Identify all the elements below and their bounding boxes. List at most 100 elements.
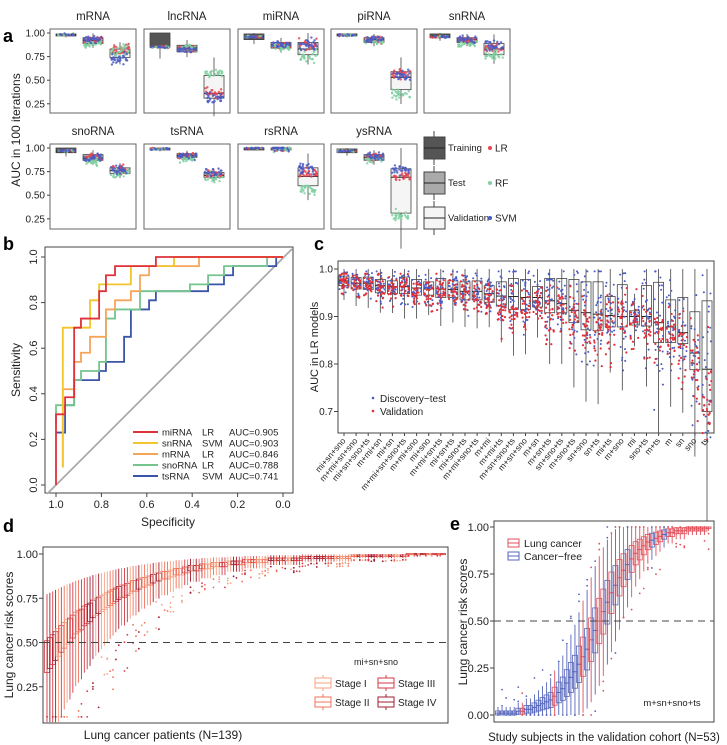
d-outlier <box>335 563 338 566</box>
c-point-validation <box>581 334 584 337</box>
a-point-SVM <box>122 63 125 66</box>
c-point-validation <box>671 333 674 336</box>
a-facet-title: snRNA <box>449 11 486 23</box>
c-point-validation <box>513 308 517 311</box>
c-point-validation <box>525 316 528 319</box>
a-point-RF <box>216 73 220 76</box>
c-point-validation <box>666 352 669 356</box>
e-outlier <box>687 526 690 528</box>
c-point-validation <box>545 338 548 341</box>
d-outlier <box>203 583 206 586</box>
a-point-SVM <box>110 165 113 169</box>
c-point-discovery-test <box>447 284 450 287</box>
c-point-validation <box>669 325 672 328</box>
d-outlier <box>290 568 292 571</box>
c-point-validation <box>341 285 344 288</box>
a-point-SVM <box>470 39 474 42</box>
a-point-LR <box>315 173 319 177</box>
e-outlier <box>675 542 678 545</box>
c-legend-dot-discovery-test <box>371 396 375 400</box>
c-point-validation <box>509 311 512 314</box>
c-point-discovery-test <box>402 297 405 300</box>
c-point-validation <box>415 297 419 300</box>
d-outlier <box>269 565 272 568</box>
a-point-SVM <box>213 100 216 103</box>
a-point-SVM <box>377 39 380 42</box>
a-point-LR <box>305 174 308 177</box>
a-point-SVM <box>123 50 126 54</box>
e-outlier <box>699 526 702 528</box>
c-point-validation <box>691 349 694 352</box>
c-point-discovery-test <box>692 376 695 379</box>
c-point-validation <box>569 285 572 288</box>
a-point-SVM <box>344 34 347 37</box>
c-point-validation <box>695 351 698 354</box>
c-point-discovery-test <box>344 291 347 294</box>
c-point-discovery-test <box>488 304 491 307</box>
c-point-validation <box>694 379 697 382</box>
d-outlier <box>189 586 192 589</box>
c-point-validation <box>684 368 687 372</box>
c-point-validation <box>367 285 371 288</box>
d-outlier <box>86 690 89 693</box>
a-point-RF <box>492 50 495 53</box>
c-point-validation <box>378 280 381 284</box>
c-point-discovery-test <box>411 306 414 309</box>
a-point-SVM <box>100 36 103 39</box>
c-point-validation <box>513 317 516 320</box>
d-outlier <box>106 657 109 660</box>
c-point-validation <box>540 309 543 312</box>
c-point-validation <box>448 294 451 297</box>
d-outlier <box>198 591 201 594</box>
c-point-validation <box>392 305 395 308</box>
c-point-validation <box>473 307 476 310</box>
c-point-validation <box>394 297 397 300</box>
a-point-RF <box>221 176 224 179</box>
a-point-SVM <box>165 46 169 49</box>
c-point-validation <box>557 294 560 297</box>
e-outlier <box>541 714 544 716</box>
c-point-discovery-test <box>584 299 587 302</box>
c-point-validation <box>431 303 434 306</box>
a-point-LR <box>206 86 209 89</box>
c-point-discovery-test <box>610 309 613 312</box>
c-point-discovery-test <box>508 270 511 273</box>
c-point-validation <box>428 284 431 288</box>
c-point-validation <box>404 289 407 292</box>
c-point-validation <box>570 310 573 314</box>
c-point-validation <box>576 320 579 323</box>
c-point-validation <box>551 314 554 317</box>
a-point-LR <box>219 88 223 91</box>
c-point-validation <box>678 316 681 320</box>
c-point-validation <box>708 422 711 426</box>
a-point-RF <box>83 43 86 47</box>
a-point-SVM <box>443 36 447 39</box>
c-point-discovery-test <box>382 282 385 285</box>
a-point-SVM <box>340 150 343 153</box>
a-point-RF <box>57 34 60 37</box>
c-point-validation <box>573 318 576 321</box>
a-point-RF <box>116 46 119 49</box>
c-point-validation <box>670 312 673 316</box>
a-point-SVM <box>68 148 71 151</box>
a-point-RF <box>397 213 401 216</box>
c-point-validation <box>618 310 621 313</box>
c-point-discovery-test <box>393 270 396 273</box>
c-point-discovery-test <box>592 364 595 367</box>
a-point-SVM <box>307 167 310 170</box>
c-point-discovery-test <box>681 321 684 324</box>
a-point-SVM <box>87 35 90 38</box>
c-point-discovery-test <box>552 285 555 288</box>
c-point-validation <box>435 272 438 275</box>
c-point-discovery-test <box>647 348 650 351</box>
c-point-discovery-test <box>406 284 409 287</box>
c-point-validation <box>392 292 395 295</box>
a-point-SVM <box>110 63 114 66</box>
d-outlier <box>57 715 60 718</box>
c-point-discovery-test <box>624 359 627 362</box>
a-point-SVM <box>177 47 181 50</box>
c-point-validation <box>559 315 563 318</box>
c-point-validation <box>596 313 599 316</box>
c-point-validation <box>574 309 577 312</box>
c-point-validation <box>653 332 657 335</box>
